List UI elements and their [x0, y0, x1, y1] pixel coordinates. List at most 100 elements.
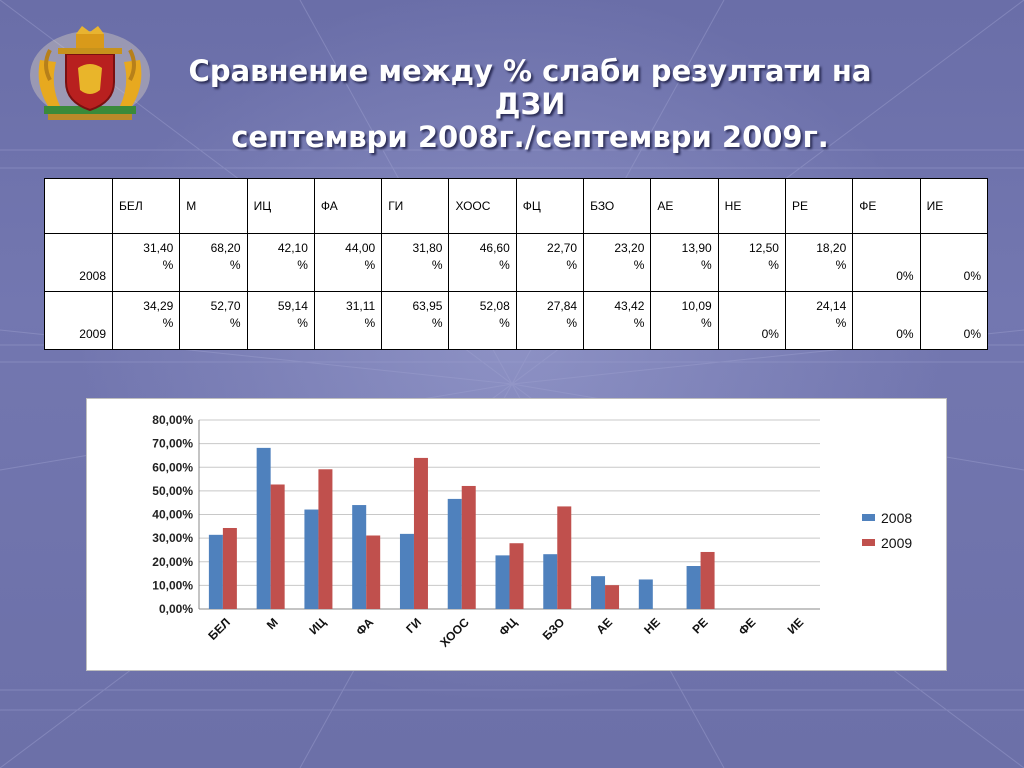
value-number: 23,20 — [614, 241, 645, 255]
value-number: 34,29 — [143, 299, 174, 313]
value-number: 27,84 — [547, 299, 578, 313]
value-unit: % — [499, 316, 510, 330]
value-unit: % — [633, 258, 645, 272]
bar-2008 — [591, 576, 606, 609]
value-cell: 44,00% — [313, 233, 383, 292]
bar-2008 — [304, 509, 319, 609]
y-tick-label: 30,00% — [152, 531, 193, 545]
value-unit: % — [297, 316, 308, 330]
coat-of-arms-emblem — [30, 26, 150, 120]
value-number: 52,70 — [210, 299, 241, 313]
value-cell: 0% — [852, 291, 921, 350]
bar-2008 — [495, 555, 510, 609]
y-tick-label: 20,00% — [152, 555, 193, 569]
value-number: 46,60 — [479, 241, 510, 255]
value-number: 10,09 — [681, 299, 712, 313]
header-cell: ИЕ — [919, 178, 989, 234]
value-number: 52,08 — [479, 299, 510, 313]
header-cell: ФЕ — [852, 178, 921, 234]
y-tick-label: 10,00% — [152, 578, 193, 592]
value-unit: % — [566, 316, 578, 330]
results-table: БЕЛ М ИЦ ФА ГИ ХООС ФЦ БЗО АЕ НЕ РЕ ФЕ И… — [44, 178, 989, 350]
x-tick-label: НЕ — [641, 615, 663, 637]
value-cell: 22,70% — [515, 233, 585, 292]
x-tick-label: АЕ — [593, 615, 615, 637]
value-cell: 24,14% — [784, 291, 854, 350]
x-tick-label: М — [264, 615, 281, 632]
slide-title-line-1: Сравнение между % слаби резултати на ДЗИ — [188, 54, 872, 121]
slide-title-line-2: септември 2008г./септември 2009г. — [231, 120, 829, 154]
value-unit: % — [701, 258, 712, 272]
y-tick-label: 80,00% — [152, 413, 193, 427]
value-number: 12,50 — [748, 241, 779, 255]
bar-2009 — [413, 457, 428, 609]
value-cell: 46,60% — [448, 233, 517, 292]
x-tick-label: ФЕ — [736, 615, 759, 638]
value-unit: % — [229, 258, 241, 272]
value-unit: % — [229, 316, 241, 330]
bar-2008 — [638, 579, 653, 609]
year-cell: 2009 — [44, 291, 113, 350]
bar-2008 — [399, 533, 414, 609]
value-cell: 10,09% — [650, 291, 719, 350]
header-cell: ФА — [313, 178, 383, 234]
value-number: 0% — [963, 269, 981, 283]
table-row-2009: 2009 34,29% 52,70% 59,14% 31,11% 63,95% 52,08%… — [44, 291, 989, 350]
bar-2009 — [366, 535, 381, 609]
value-number: 0% — [761, 327, 779, 341]
bar-2008 — [543, 554, 558, 609]
value-cell: 0% — [919, 233, 989, 292]
value-cell: 52,08% — [448, 291, 517, 350]
value-number: 22,70 — [547, 241, 578, 255]
value-unit: % — [162, 316, 174, 330]
bar-2009 — [557, 506, 572, 609]
header-cell: ХООС — [448, 178, 517, 234]
value-number: 0% — [896, 269, 914, 283]
value-number: 18,20 — [816, 241, 847, 255]
y-tick-label: 60,00% — [152, 460, 193, 474]
x-tick-label: ИЦ — [306, 615, 328, 637]
x-tick-label: ФА — [353, 615, 376, 638]
value-number: 31,80 — [412, 241, 443, 255]
y-tick-label: 40,00% — [152, 508, 193, 522]
value-number: 24,14 — [816, 299, 847, 313]
header-cell: БЗО — [583, 178, 652, 234]
value-cell: 13,90% — [650, 233, 719, 292]
value-unit: % — [431, 316, 443, 330]
value-cell: 59,14% — [246, 291, 315, 350]
bar-2009 — [222, 527, 237, 609]
value-number: 31,11 — [346, 299, 376, 313]
header-cell: ФЦ — [515, 178, 585, 234]
value-cell: 34,29% — [111, 291, 181, 350]
header-cell: РЕ — [784, 178, 854, 234]
value-cell: 31,80% — [381, 233, 450, 292]
value-unit: % — [364, 316, 376, 330]
legend-swatch-2008 — [862, 514, 875, 521]
slide-title: Сравнение между % слаби резултати на ДЗИ… — [150, 55, 910, 154]
legend-label-2009: 2009 — [881, 535, 912, 551]
value-unit: % — [633, 316, 645, 330]
value-cell: 43,42% — [583, 291, 652, 350]
x-tick-label: ФЦ — [496, 615, 520, 639]
value-cell: 0% — [852, 233, 921, 292]
value-cell: 68,20% — [179, 233, 248, 292]
legend-swatch-2009 — [862, 539, 875, 546]
bar-2008 — [256, 447, 271, 609]
value-cell: 52,70% — [179, 291, 248, 350]
bar-2009 — [509, 543, 524, 609]
x-tick-label: БЗО — [540, 615, 568, 643]
header-cell: ИЦ — [246, 178, 315, 234]
value-number: 13,90 — [681, 241, 712, 255]
header-cell: БЕЛ — [111, 178, 181, 234]
value-unit: % — [701, 316, 712, 330]
value-unit: % — [835, 316, 847, 330]
value-cell: 0% — [717, 291, 786, 350]
bar-chart: 0,00% 10,00% 20,00% 30,00% 40,00% 50,00% 60,00… — [86, 398, 947, 671]
value-unit: % — [499, 258, 510, 272]
value-number: 43,42 — [614, 299, 645, 313]
value-cell: 31,40% — [111, 233, 181, 292]
header-cell: АЕ — [650, 178, 719, 234]
value-unit: % — [768, 258, 779, 272]
value-unit: % — [364, 258, 376, 272]
y-tick-label: 70,00% — [152, 437, 193, 451]
